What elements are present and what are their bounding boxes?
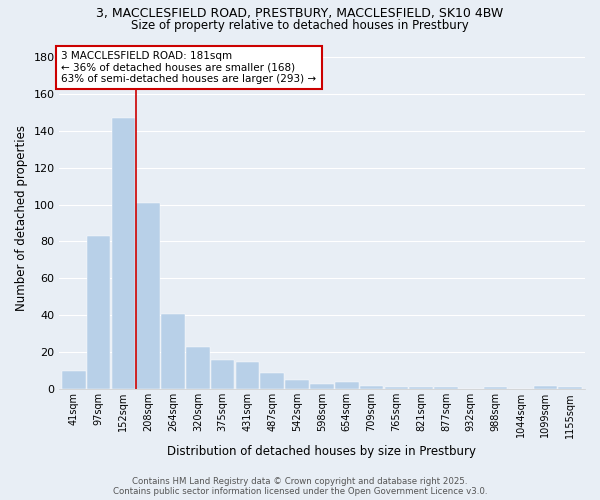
Bar: [236, 362, 259, 390]
Bar: [484, 388, 508, 390]
Bar: [136, 202, 160, 390]
X-axis label: Distribution of detached houses by size in Prestbury: Distribution of detached houses by size …: [167, 444, 476, 458]
Bar: [186, 347, 209, 390]
Bar: [286, 380, 309, 390]
Bar: [112, 118, 135, 390]
Bar: [87, 236, 110, 390]
Bar: [385, 388, 408, 390]
Bar: [533, 386, 557, 390]
Bar: [559, 388, 582, 390]
Bar: [409, 388, 433, 390]
Bar: [62, 371, 86, 390]
Bar: [360, 386, 383, 390]
Text: Contains HM Land Registry data © Crown copyright and database right 2025.
Contai: Contains HM Land Registry data © Crown c…: [113, 476, 487, 496]
Text: 3, MACCLESFIELD ROAD, PRESTBURY, MACCLESFIELD, SK10 4BW: 3, MACCLESFIELD ROAD, PRESTBURY, MACCLES…: [97, 8, 503, 20]
Bar: [260, 372, 284, 390]
Bar: [310, 384, 334, 390]
Y-axis label: Number of detached properties: Number of detached properties: [15, 126, 28, 312]
Bar: [335, 382, 359, 390]
Text: Size of property relative to detached houses in Prestbury: Size of property relative to detached ho…: [131, 18, 469, 32]
Bar: [434, 388, 458, 390]
Text: 3 MACCLESFIELD ROAD: 181sqm
← 36% of detached houses are smaller (168)
63% of se: 3 MACCLESFIELD ROAD: 181sqm ← 36% of det…: [61, 51, 317, 84]
Bar: [211, 360, 235, 390]
Bar: [161, 314, 185, 390]
